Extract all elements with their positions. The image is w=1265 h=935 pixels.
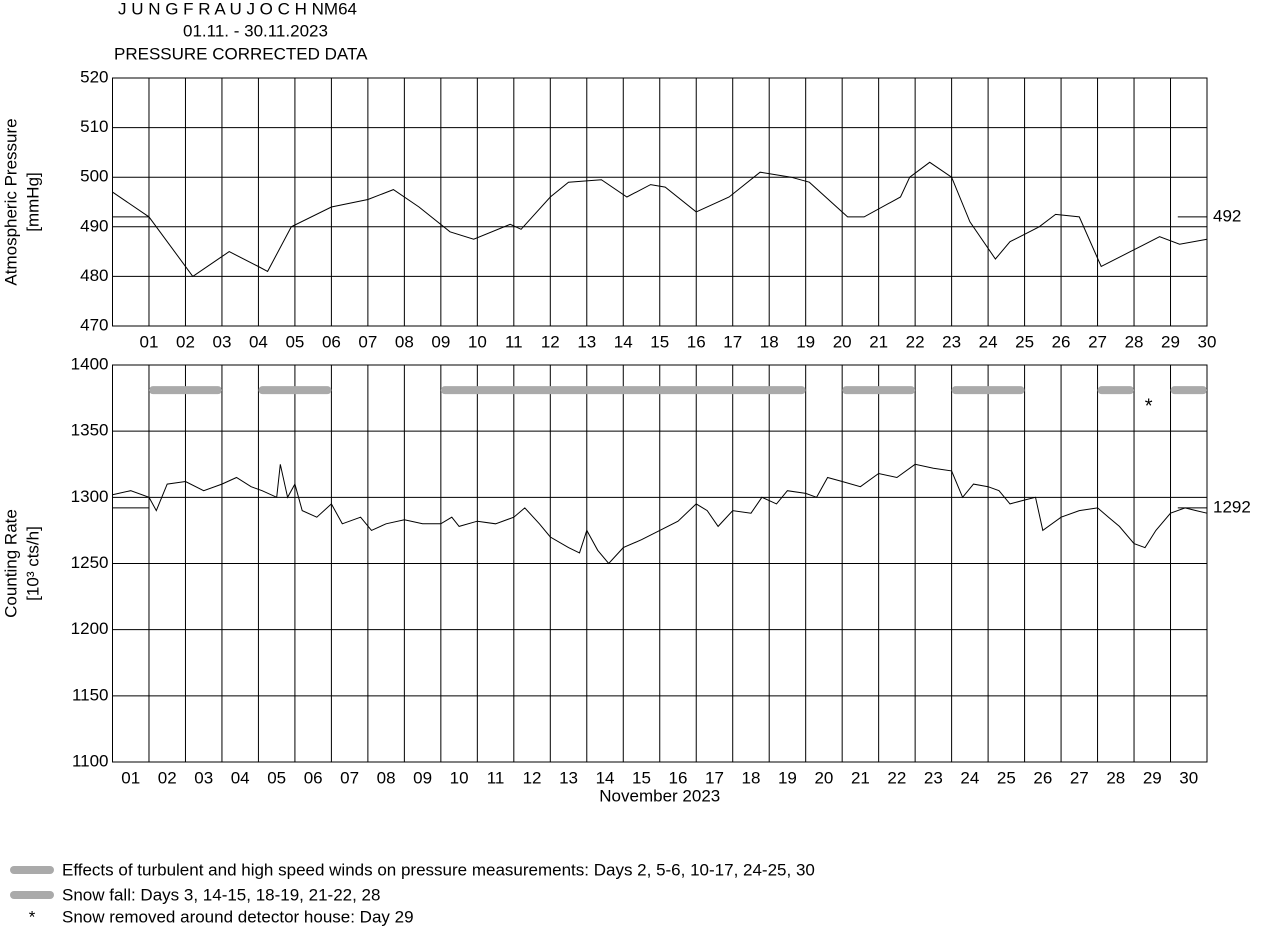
x-tick-label: 06: [322, 332, 341, 351]
legend-text: Snow removed around detector house: Day …: [62, 907, 414, 926]
x-tick-label: 28: [1106, 768, 1125, 787]
y-tick-label: 520: [80, 67, 108, 86]
x-tick-label: 22: [906, 332, 925, 351]
chart-subtitle: 01.11. - 30.11.2023: [183, 21, 328, 40]
y-tick-label: 1200: [71, 619, 109, 638]
x-tick-label: 16: [687, 332, 706, 351]
x-tick-label: 27: [1070, 768, 1089, 787]
x-tick-label: 15: [632, 768, 651, 787]
y-tick-label: 1400: [71, 354, 109, 373]
legend-text: Effects of turbulent and high speed wind…: [62, 860, 815, 879]
x-tick-label: 14: [614, 332, 633, 351]
x-tick-label: 18: [760, 332, 779, 351]
x-tick-label: 12: [541, 332, 560, 351]
x-tick-label: 14: [596, 768, 615, 787]
y-axis-label: [mmHg]: [23, 172, 42, 232]
x-tick-label: 21: [851, 768, 870, 787]
y-tick-label: 1150: [72, 685, 109, 704]
x-tick-label: 17: [723, 332, 742, 351]
x-tick-label: 04: [249, 332, 268, 351]
y-tick-label: 1350: [71, 421, 109, 440]
x-tick-label: 26: [1052, 332, 1071, 351]
x-tick-label: 30: [1198, 332, 1217, 351]
x-tick-label: 10: [450, 768, 469, 787]
x-tick-label: 24: [979, 332, 998, 351]
annotation: PRESSURE CORRECTED DATA: [114, 44, 368, 63]
x-tick-label: 18: [741, 768, 760, 787]
x-tick-label: 23: [942, 332, 961, 351]
x-tick-label: 03: [212, 332, 231, 351]
x-tick-label: 08: [377, 768, 396, 787]
x-tick-label: 02: [158, 768, 177, 787]
data-line: [112, 161, 1208, 278]
y-axis-label: Atmospheric Pressure: [1, 118, 20, 285]
x-tick-label: 09: [413, 768, 432, 787]
x-tick-label: 16: [669, 768, 688, 787]
x-tick-label: 06: [304, 768, 323, 787]
x-tick-label: 29: [1161, 332, 1180, 351]
chart-title: J U N G F R A U J O C H NM64: [118, 0, 357, 18]
y-tick-label: 490: [80, 216, 108, 235]
x-tick-label: 13: [559, 768, 578, 787]
x-tick-label: 01: [121, 768, 140, 787]
y-tick-label: 1250: [71, 553, 109, 572]
x-tick-label: 13: [577, 332, 596, 351]
x-tick-label: 07: [340, 768, 359, 787]
y-tick-label: 510: [80, 117, 108, 136]
y-tick-label: 480: [80, 266, 108, 285]
legend-text: Snow fall: Days 3, 14-15, 18-19, 21-22, …: [62, 885, 380, 904]
x-tick-label: 04: [231, 768, 250, 787]
x-tick-label: 26: [1033, 768, 1052, 787]
x-tick-label: 10: [468, 332, 487, 351]
x-tick-label: 21: [869, 332, 888, 351]
x-tick-label: 29: [1143, 768, 1162, 787]
y-tick-label: 470: [80, 315, 108, 334]
x-tick-label: 09: [431, 332, 450, 351]
x-tick-label: 25: [1015, 332, 1034, 351]
x-tick-label: 19: [778, 768, 797, 787]
x-tick-label: 01: [140, 332, 159, 351]
y-axis-label: [10³ cts/h]: [23, 526, 42, 601]
x-tick-label: 28: [1125, 332, 1144, 351]
y-tick-label: 1100: [72, 751, 109, 770]
reference-label: 492: [1213, 206, 1241, 225]
legend-symbol: *: [29, 907, 36, 926]
reference-label: 1292: [1213, 497, 1251, 516]
x-tick-label: 03: [194, 768, 213, 787]
x-tick-label: 30: [1179, 768, 1198, 787]
x-tick-label: 20: [833, 332, 852, 351]
data-line: [112, 463, 1208, 565]
y-tick-label: 1300: [71, 487, 109, 506]
x-axis-label: November 2023: [599, 786, 720, 805]
x-tick-label: 25: [997, 768, 1016, 787]
x-tick-label: 15: [650, 332, 669, 351]
x-tick-label: 27: [1088, 332, 1107, 351]
x-tick-label: 24: [960, 768, 979, 787]
marker: *: [1145, 396, 1153, 418]
x-tick-label: 23: [924, 768, 943, 787]
x-tick-label: 08: [395, 332, 414, 351]
x-tick-label: 11: [505, 332, 523, 351]
x-tick-label: 22: [887, 768, 906, 787]
y-tick-label: 500: [80, 167, 108, 186]
x-tick-label: 05: [285, 332, 304, 351]
x-tick-label: 17: [705, 768, 724, 787]
x-tick-label: 02: [176, 332, 195, 351]
x-tick-label: 12: [523, 768, 542, 787]
x-tick-label: 20: [814, 768, 833, 787]
y-axis-label: Counting Rate: [1, 509, 20, 618]
x-tick-label: 05: [267, 768, 286, 787]
x-tick-label: 07: [358, 332, 377, 351]
x-tick-label: 19: [796, 332, 815, 351]
x-tick-label: 11: [487, 768, 505, 787]
